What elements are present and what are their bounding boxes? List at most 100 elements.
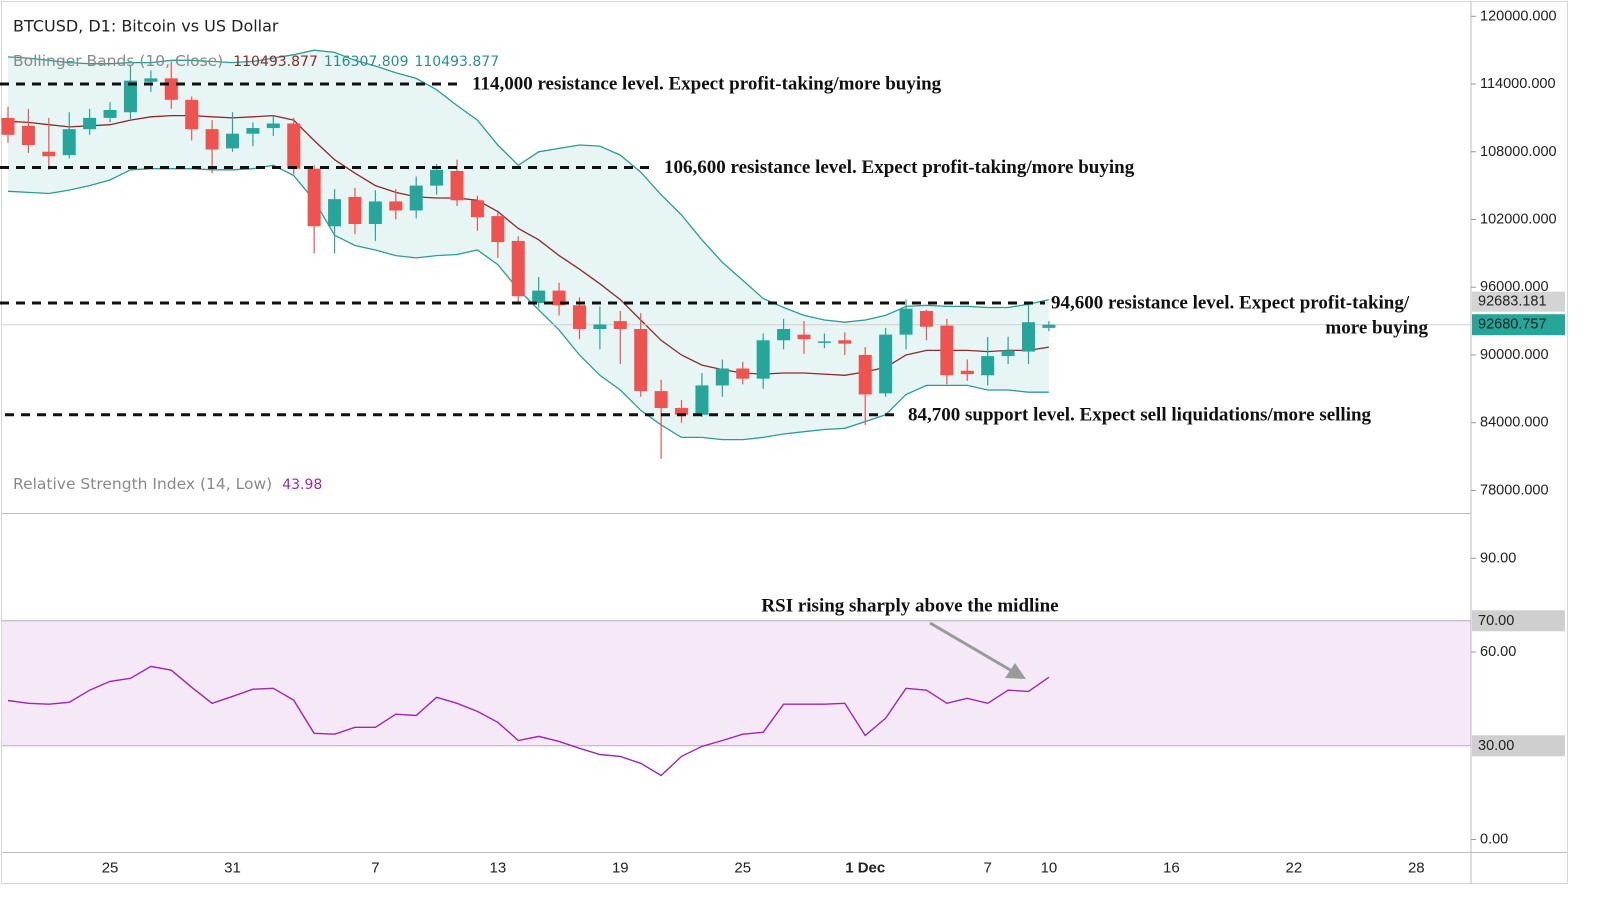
x-tick-label: 25 bbox=[102, 860, 119, 877]
overlay-layer: 25 31 7 13 19 25 1 Dec 7 10 16 22 28 110493.877 11630… bbox=[0, 8, 1565, 877]
candle-body bbox=[246, 128, 260, 134]
annotation-arrow bbox=[929, 621, 1013, 673]
y-tick-label: 114000.000 bbox=[1480, 76, 1556, 92]
candle-body bbox=[797, 334, 811, 340]
candle-body bbox=[613, 321, 627, 329]
candle-body bbox=[817, 341, 831, 343]
indicator-readout: 110493.877 bbox=[233, 54, 318, 70]
candle-body bbox=[491, 216, 505, 243]
annotation: 84,700 support level. Expect sell liquid… bbox=[908, 404, 1372, 425]
x-tick-label: 1 Dec bbox=[845, 860, 885, 877]
x-tick-label: 19 bbox=[612, 860, 629, 877]
candle-body bbox=[1022, 322, 1035, 352]
candle-body bbox=[1, 117, 15, 135]
annotation-arrowhead bbox=[1005, 663, 1026, 679]
candle-body bbox=[960, 370, 974, 375]
rsi-band-tag-label: 30.00 bbox=[1478, 738, 1514, 754]
candle-body bbox=[858, 354, 872, 395]
x-tick-label: 31 bbox=[224, 860, 241, 877]
candle-body bbox=[654, 391, 668, 409]
candle-body bbox=[940, 325, 954, 376]
annotation: 106,600 resistance level. Expect profit-… bbox=[664, 157, 1135, 178]
rsi-band-fill bbox=[2, 620, 1471, 746]
candle-body bbox=[409, 185, 423, 211]
y-tick-label: 102000.000 bbox=[1480, 211, 1557, 227]
chart-title: BTCUSD, D1: Bitcoin vs US Dollar bbox=[13, 17, 279, 36]
x-tick-label: 16 bbox=[1163, 860, 1180, 877]
candle-body bbox=[144, 78, 158, 82]
y-tick-label: 84000.000 bbox=[1480, 415, 1549, 431]
last-price-tag bbox=[1472, 314, 1565, 336]
annotation: 114,000 resistance level. Expect profit-… bbox=[472, 74, 942, 95]
x-tick-label: 10 bbox=[1041, 860, 1058, 877]
candle-body bbox=[42, 151, 56, 157]
candle-body bbox=[715, 368, 729, 386]
candle-body bbox=[532, 290, 546, 304]
frame bbox=[1, 1, 1568, 884]
candle-body bbox=[879, 334, 893, 394]
marks-layer bbox=[1, 61, 1056, 777]
last-price-label: 92680.757 bbox=[1478, 317, 1547, 333]
candle-body bbox=[450, 170, 464, 201]
band-upper-line bbox=[7, 49, 1050, 323]
candle-body bbox=[675, 408, 689, 415]
candle-body bbox=[1042, 324, 1056, 328]
price-tag-label: 92683.181 bbox=[1478, 294, 1547, 310]
candle-body bbox=[307, 168, 321, 227]
candle-body bbox=[756, 340, 770, 379]
candle-body bbox=[634, 328, 648, 392]
x-tick-label: 28 bbox=[1408, 860, 1425, 877]
rsi-band-tag bbox=[1472, 735, 1565, 757]
y-tick-label: 60.00 bbox=[1480, 644, 1516, 660]
candle-body bbox=[593, 324, 607, 329]
rsi-band-tag-label: 70.00 bbox=[1478, 613, 1514, 629]
indicator-readout: 116307.809 bbox=[324, 54, 409, 70]
x-tick-label: 25 bbox=[734, 860, 751, 877]
candle-body bbox=[430, 169, 444, 186]
candle-body bbox=[205, 129, 219, 150]
candle-body bbox=[348, 196, 362, 225]
candle-body bbox=[511, 240, 525, 297]
candle-body bbox=[470, 200, 484, 218]
band-fill bbox=[8, 50, 1049, 440]
candle-body bbox=[164, 78, 178, 100]
candle-body bbox=[328, 199, 342, 227]
candle-body bbox=[21, 125, 35, 145]
indicator-label: Bollinger Bands (10, Close) bbox=[13, 52, 223, 70]
annotation: more buying bbox=[1325, 318, 1428, 339]
y-tick-label: 108000.000 bbox=[1480, 144, 1557, 160]
annotation: 94,600 resistance level. Expect profit-t… bbox=[1051, 293, 1410, 314]
rsi-line bbox=[7, 665, 1050, 777]
y-tick-label: 90000.000 bbox=[1480, 347, 1549, 363]
x-tick-label: 22 bbox=[1285, 860, 1302, 877]
candle-body bbox=[185, 99, 199, 130]
candle-body bbox=[899, 308, 913, 335]
price-tag bbox=[1472, 291, 1565, 312]
candle-body bbox=[62, 129, 76, 156]
rsi-band-tag bbox=[1472, 610, 1565, 632]
candle-body bbox=[695, 385, 709, 415]
candle-body bbox=[226, 133, 240, 149]
band-middle-line bbox=[7, 114, 1050, 376]
candle-body bbox=[103, 109, 117, 118]
candle-body bbox=[572, 305, 586, 329]
candle-body bbox=[777, 328, 791, 341]
y-tick-label: 120000.000 bbox=[1480, 8, 1557, 24]
candle-body bbox=[287, 123, 301, 169]
y-tick-label: 96000.000 bbox=[1480, 279, 1549, 295]
indicator-readout: 43.98 bbox=[282, 477, 322, 493]
x-tick-label: 13 bbox=[489, 860, 506, 877]
annotation: RSI rising sharply above the midline bbox=[761, 596, 1058, 617]
candle-body bbox=[1001, 350, 1015, 357]
x-tick-label: 7 bbox=[371, 860, 379, 877]
candle-body bbox=[368, 201, 382, 225]
background-layer bbox=[2, 49, 1471, 747]
candle-body bbox=[389, 201, 403, 211]
candle-body bbox=[123, 80, 137, 113]
candle-body bbox=[83, 117, 97, 130]
candle-body bbox=[266, 123, 280, 129]
x-tick-label: 7 bbox=[984, 860, 992, 877]
y-tick-label: 78000.000 bbox=[1480, 482, 1549, 498]
